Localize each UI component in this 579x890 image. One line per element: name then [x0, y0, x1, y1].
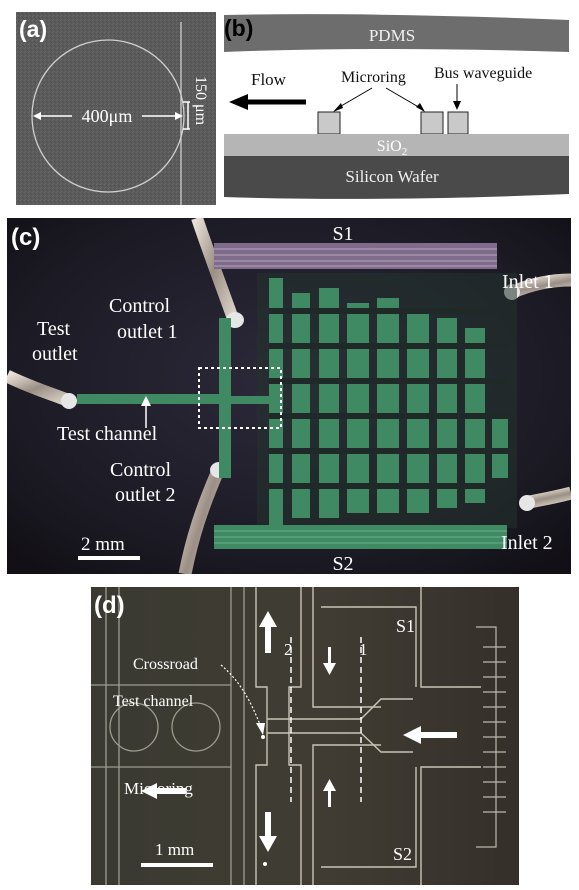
tube-inlet2: [527, 486, 571, 509]
panel-b: PDMS Flow Microring Bus waveguide SiO2 S…: [224, 12, 569, 207]
microring-right: [420, 111, 444, 135]
scale-bar-c: [78, 556, 140, 560]
pdms-label: PDMS: [369, 26, 415, 45]
control-outlet2-label-1: Control: [110, 459, 172, 481]
silicon-wafer-layer: [224, 156, 569, 199]
diameter-label: 400μm: [82, 106, 133, 126]
s2-label: S2: [332, 553, 353, 574]
panel-a-image: 400μm 150 μm (a): [16, 12, 216, 205]
control-outlet1-label-2: outlet 1: [117, 321, 178, 343]
flow-label: Flow: [251, 70, 287, 89]
inlet1-label: Inlet 1: [502, 271, 554, 293]
panel-c: S1 S2 Inlet 1 Inlet 2 Test outlet Contro…: [7, 218, 571, 574]
tube-control-outlet2: [178, 470, 223, 574]
control-outlet2-label-2: outlet 2: [115, 484, 176, 506]
scale-bar-d: [141, 863, 213, 867]
line1-label: 1: [359, 640, 368, 659]
test-outlet-label-1: Test: [37, 318, 70, 340]
test-channel-label-d: Test channel: [113, 693, 194, 710]
line2-label: 2: [284, 640, 293, 659]
s2-label-d: S2: [393, 844, 412, 864]
microring-label: Microring: [341, 69, 406, 86]
control-outlet1-label-1: Control: [109, 295, 171, 317]
flow-arrows: [141, 611, 457, 852]
panel-d: 2 1 S1 S2 Crossroad Test channel Microri…: [91, 587, 519, 885]
panel-d-image: 2 1 S1 S2 Crossroad Test channel Microri…: [91, 587, 519, 885]
crossroad-label: Crossroad: [133, 656, 198, 673]
zoom-region-box: [198, 367, 282, 429]
pdms-layer: [224, 14, 569, 53]
s1-electrode: [214, 243, 497, 269]
test-outlet-label-2: outlet: [32, 343, 78, 365]
channel-network: [255, 587, 481, 885]
panel-b-label: (b): [224, 15, 253, 41]
panel-a-label: (a): [19, 16, 47, 42]
flow-arrow: [229, 94, 248, 110]
scale-label-c: 2 mm: [81, 534, 125, 555]
sio2-label: SiO2: [377, 138, 407, 158]
microring-outline: [31, 39, 185, 193]
bus-waveguide-label: Bus waveguide: [434, 65, 532, 82]
s1-label: S1: [332, 223, 353, 245]
width-label: 150 μm: [192, 76, 209, 126]
panel-c-label: (c): [11, 224, 40, 251]
test-channel-path: [77, 394, 227, 404]
panel-c-image: S1 S2 Inlet 1 Inlet 2 Test outlet Contro…: [7, 218, 571, 574]
bus-waveguide-block: [447, 111, 469, 135]
test-channel-label: Test channel: [57, 423, 158, 445]
inlet2-label: Inlet 2: [501, 532, 553, 554]
silicon-wafer-label: Silicon Wafer: [345, 167, 439, 186]
panel-d-label: (d): [94, 592, 125, 619]
microring-left: [317, 111, 341, 135]
s1-label-d: S1: [396, 616, 415, 636]
microring-label-d: Microring: [124, 779, 193, 798]
scale-label-d: 1 mm: [155, 840, 194, 859]
panel-b-diagram: PDMS Flow Microring Bus waveguide SiO2 S…: [224, 14, 569, 199]
panel-a: 400μm 150 μm (a): [16, 12, 216, 205]
sio2-layer: [224, 134, 569, 156]
